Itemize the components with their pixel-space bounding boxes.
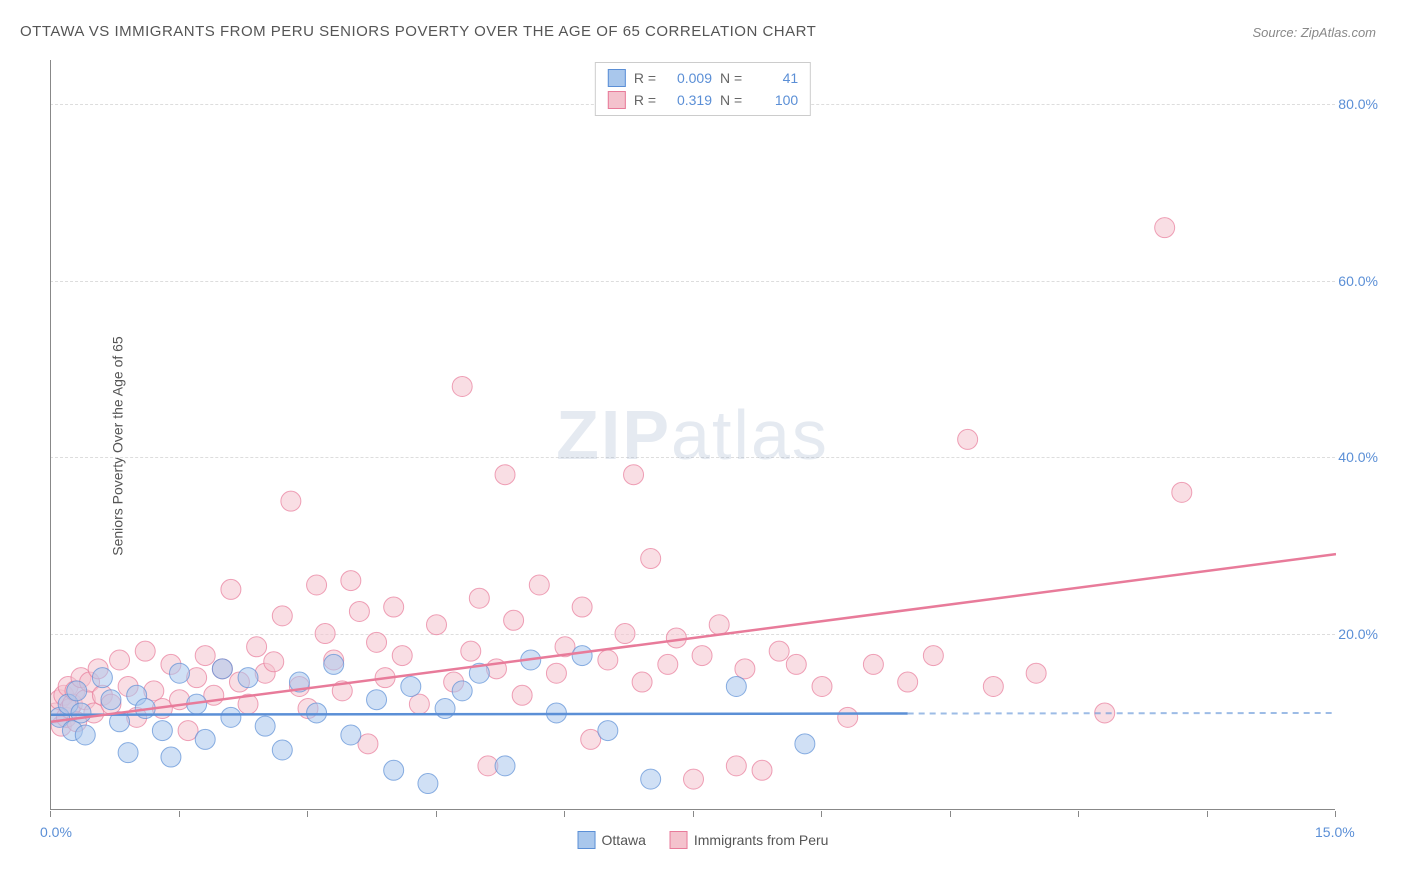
legend-swatch-bottom-0 (578, 831, 596, 849)
legend-n-label: N = (720, 70, 742, 86)
legend-r-label: R = (634, 70, 656, 86)
legend-swatch-bottom-1 (670, 831, 688, 849)
legend-r-label: R = (634, 92, 656, 108)
chart-container: ZIPatlas (50, 60, 1335, 810)
legend-item-series-0: Ottawa (578, 831, 646, 849)
legend-swatch-series-0 (608, 69, 626, 87)
legend-name-0: Ottawa (602, 832, 646, 848)
legend-r-value-1: 0.319 (664, 92, 712, 108)
legend-series-names: Ottawa Immigrants from Peru (578, 831, 829, 849)
legend-r-value-0: 0.009 (664, 70, 712, 86)
legend-row-series-0: R = 0.009 N = 41 (608, 67, 798, 89)
legend-name-1: Immigrants from Peru (694, 832, 829, 848)
legend-n-label: N = (720, 92, 742, 108)
legend-n-value-0: 41 (750, 70, 798, 86)
legend-item-series-1: Immigrants from Peru (670, 831, 829, 849)
legend-n-value-1: 100 (750, 92, 798, 108)
legend-row-series-1: R = 0.319 N = 100 (608, 89, 798, 111)
legend-swatch-series-1 (608, 91, 626, 109)
plot-area (50, 60, 1335, 810)
legend-stats-box: R = 0.009 N = 41 R = 0.319 N = 100 (595, 62, 811, 116)
chart-title: OTTAWA VS IMMIGRANTS FROM PERU SENIORS P… (20, 23, 816, 40)
source-attribution: Source: ZipAtlas.com (1252, 25, 1376, 40)
scatter-plot-svg (51, 60, 1336, 810)
